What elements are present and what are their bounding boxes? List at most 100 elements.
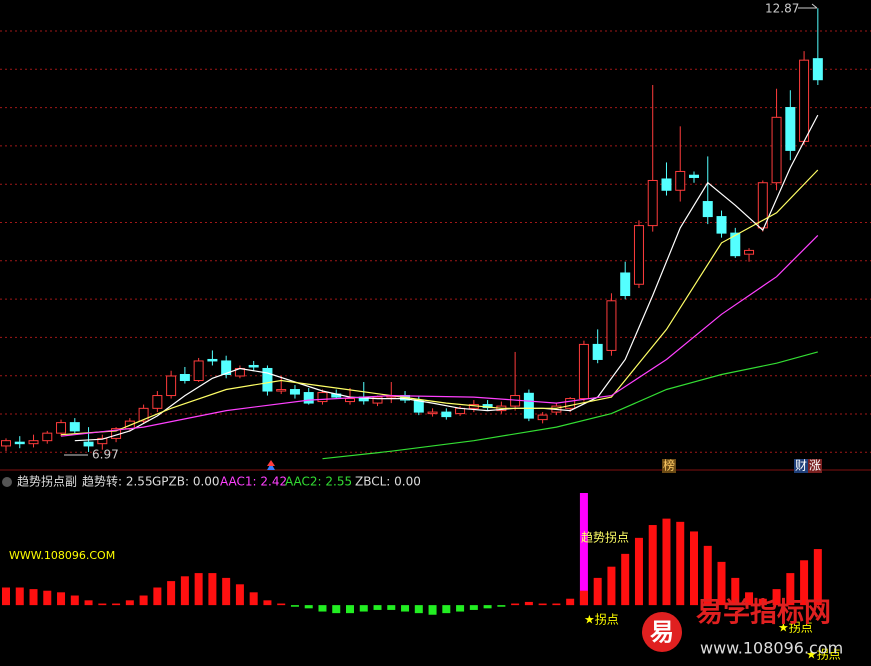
indicator-info: 趋势转: 2.55 (82, 474, 153, 489)
moving-average (322, 351, 818, 460)
candle-body (785, 107, 796, 151)
moving-average (60, 169, 819, 436)
moving-average (60, 234, 819, 437)
candle-body (221, 360, 232, 375)
oscillator-bar (772, 589, 781, 606)
oscillator-bar (167, 581, 176, 606)
oscillator-bar (428, 605, 437, 615)
candle-body (606, 300, 617, 351)
candle-body (744, 249, 755, 255)
badge: 财 (795, 459, 807, 473)
candle-body (757, 182, 768, 229)
oscillator-bar (690, 531, 698, 606)
candle-body (28, 440, 39, 445)
oscillator-bar (98, 603, 107, 606)
candle-body (441, 411, 452, 418)
candle-body (661, 178, 672, 191)
oscillator-bar (497, 605, 506, 607)
low-label: 6.97 (92, 448, 119, 462)
oscillator-bar (359, 605, 368, 612)
oscillator-bar (235, 584, 244, 606)
oscillator-bar (745, 592, 754, 606)
panel-toggle[interactable] (2, 477, 12, 487)
oscillator-bar (125, 600, 134, 606)
candle-body (42, 432, 53, 442)
oscillator-bar (566, 598, 575, 606)
signal-text: 趋势拐点 (581, 530, 629, 545)
candle-body (716, 216, 727, 234)
candle-body (771, 116, 782, 184)
oscillator-bar (112, 603, 121, 606)
candle-body (702, 201, 713, 218)
indicator-info: AAC2: 2.55 (285, 475, 352, 489)
badge-box (794, 459, 808, 473)
oscillator-bar (538, 603, 547, 606)
candle-body (262, 367, 273, 392)
high-label: 12.87 (765, 2, 799, 16)
oscillator-bar (84, 600, 93, 606)
oscillator-bar (593, 577, 602, 606)
candle-body (56, 422, 67, 434)
oscillator-bar (758, 598, 767, 606)
watermark-logo (642, 612, 682, 652)
marker-triangle (267, 460, 275, 466)
watermark-title: 易学指标网 (696, 597, 831, 629)
point-label: ★拐点 (778, 620, 813, 635)
oscillator-bar (579, 590, 588, 606)
indicator-info: AAC1: 2.42 (220, 475, 287, 489)
oscillator-bar (2, 587, 10, 606)
oscillator-bar (607, 566, 616, 606)
oscillator-bar (676, 521, 685, 606)
oscillator-bar (373, 605, 382, 610)
candle-body (675, 170, 686, 191)
candle-body (207, 358, 218, 362)
candle-body (1, 440, 11, 447)
oscillator-bar (387, 605, 396, 610)
oscillator-bar (29, 589, 38, 606)
oscillator-bar (401, 605, 410, 612)
candle-body (345, 398, 355, 403)
candle-body (620, 272, 631, 297)
candle-body (152, 395, 163, 409)
candle-body (633, 225, 644, 285)
oscillator-bar (469, 605, 478, 610)
indicator-info: ZBCL: 0.00 (355, 475, 421, 489)
candle-body (647, 179, 658, 227)
oscillator-bar (442, 605, 451, 614)
oscillator-bar (346, 605, 354, 614)
oscillator-bar (634, 537, 643, 606)
high-pointer (811, 3, 818, 9)
candle-body (537, 414, 548, 421)
candle-body (812, 58, 823, 81)
oscillator-bar (456, 605, 465, 612)
oscillator-bar (180, 576, 189, 606)
oscillator-bar (277, 603, 286, 606)
oscillator-bar (70, 595, 79, 606)
indicator-name: 趋势拐点副 (17, 474, 77, 489)
oscillator-bar (731, 577, 740, 606)
oscillator-bar (208, 573, 217, 606)
oscillator-bar (332, 605, 341, 614)
oscillator-bar (290, 605, 299, 607)
candle-body (578, 343, 589, 400)
candle-body (799, 59, 810, 142)
moving-average (74, 114, 819, 442)
candle-body (689, 174, 699, 178)
oscillator-bar (703, 545, 712, 606)
candle-body (730, 232, 741, 257)
oscillator-bar (222, 577, 231, 606)
watermark-url: www.108096.com (700, 639, 843, 658)
indicator-info: GPZB: 0.00 (152, 475, 220, 489)
watermark-logo-text: 易 (650, 618, 674, 646)
candle-body (138, 407, 149, 422)
oscillator-bar (15, 587, 24, 606)
point-label: ★拐点 (806, 647, 841, 662)
badge-box (808, 459, 822, 473)
oscillator-bar (57, 592, 66, 606)
oscillator-bar (414, 605, 423, 614)
candle-body (523, 392, 534, 419)
oscillator-bar (263, 600, 272, 606)
candle-body (372, 396, 383, 404)
